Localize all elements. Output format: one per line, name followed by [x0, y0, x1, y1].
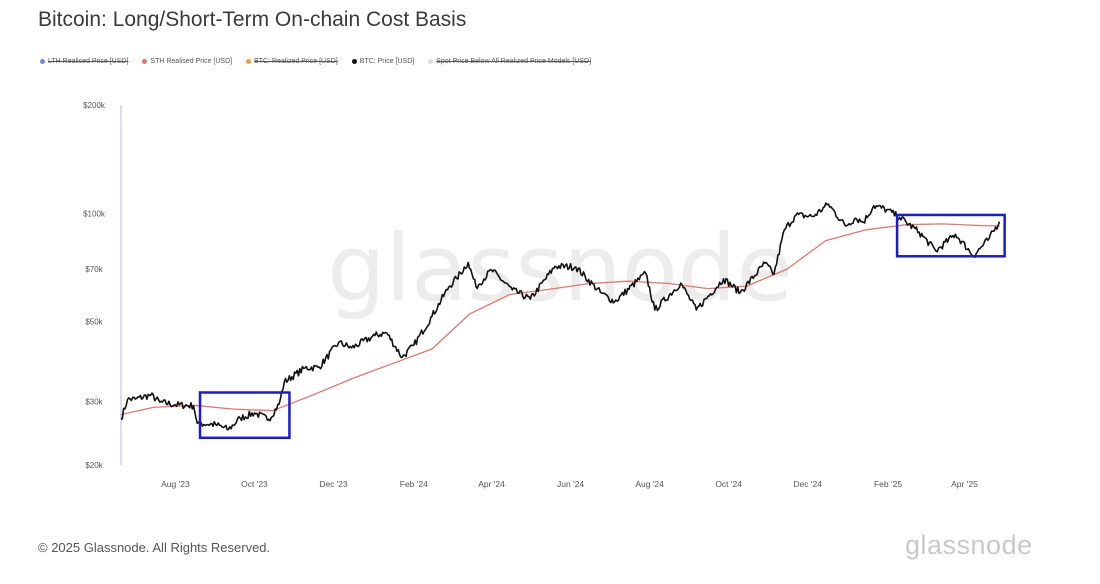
legend-dot-icon — [40, 59, 45, 64]
annotation-layer — [198, 213, 1006, 440]
y-tick-label: $70k — [85, 265, 103, 274]
legend-dot-icon — [142, 59, 148, 64]
highlight-box-1 — [198, 391, 291, 440]
series-layer — [120, 202, 1001, 431]
copyright-footer: © 2025 Glassnode. All Rights Reserved. — [38, 540, 271, 555]
legend-item-5[interactable]: Spot Price Below All Realized Price Mode… — [428, 58, 591, 65]
legend-label: STH Realised Price [USD] — [150, 58, 233, 65]
x-tick-label: Dec '24 — [793, 479, 822, 489]
y-tick-label: $30k — [85, 398, 103, 407]
x-tick-label: Apr '25 — [951, 479, 978, 489]
btc-price-line — [120, 202, 1001, 431]
chart-legend: LTH Realised Price [USD] STH Realised Pri… — [40, 58, 591, 65]
x-tick-label: Aug '24 — [635, 479, 664, 489]
legend-label: LTH Realised Price [USD] — [48, 58, 129, 65]
legend-label: BTC: Price [USD] — [359, 58, 415, 65]
y-tick-label: $20k — [85, 461, 103, 470]
x-tick-label: Apr '24 — [478, 479, 505, 489]
highlight-box-2 — [895, 213, 1006, 258]
y-axis-ticks: $20k $30k $50k $70k $100k $200k — [83, 101, 106, 470]
legend-dot-icon — [351, 59, 357, 64]
chart-title: Bitcoin: Long/Short-Term On-chain Cost B… — [38, 8, 467, 31]
y-tick-label: $50k — [85, 318, 103, 327]
x-tick-label: Oct '23 — [241, 479, 268, 489]
sth-realised-price-line — [120, 223, 1000, 416]
y-tick-label: $200k — [83, 101, 106, 110]
legend-item-2[interactable]: STH Realised Price [USD] — [142, 58, 232, 65]
x-tick-label: Dec '23 — [319, 479, 348, 489]
x-axis-ticks: Aug '23 Oct '23 Dec '23 Feb '24 Apr '24 Jun '… — [161, 479, 978, 489]
x-tick-label: Aug '23 — [161, 479, 190, 489]
x-tick-label: Oct '24 — [715, 479, 742, 489]
legend-item-1[interactable]: LTH Realised Price [USD] — [40, 58, 128, 65]
legend-dot-icon — [246, 59, 252, 64]
x-tick-label: Feb '25 — [874, 479, 902, 489]
y-tick-label: $100k — [83, 209, 106, 218]
glassnode-logo: glassnode — [905, 530, 1033, 560]
legend-label: Spot Price Below All Realized Price Mode… — [436, 58, 592, 65]
legend-label: BTC: Realized Price [USD] — [254, 58, 338, 65]
x-tick-label: Feb '24 — [400, 479, 428, 489]
x-tick-label: Jun '24 — [557, 479, 584, 489]
legend-item-4[interactable]: BTC: Price [USD] — [351, 58, 415, 65]
legend-dot-icon — [428, 59, 434, 64]
legend-item-3[interactable]: BTC: Realized Price [USD] — [246, 58, 338, 65]
